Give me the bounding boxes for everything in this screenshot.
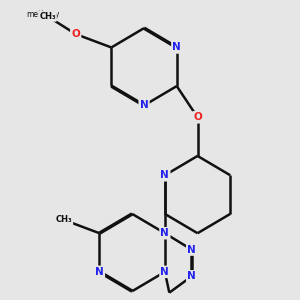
Text: O: O bbox=[193, 112, 202, 122]
Text: CH₃: CH₃ bbox=[39, 12, 56, 21]
Text: O: O bbox=[71, 29, 80, 39]
Text: methoxy: methoxy bbox=[26, 10, 60, 19]
Text: N: N bbox=[172, 43, 181, 52]
Text: CH₃: CH₃ bbox=[56, 215, 72, 224]
Text: N: N bbox=[160, 267, 169, 277]
Text: N: N bbox=[140, 100, 148, 110]
Text: N: N bbox=[160, 228, 169, 238]
Text: N: N bbox=[187, 244, 196, 255]
Text: N: N bbox=[160, 170, 169, 180]
Text: N: N bbox=[95, 267, 104, 277]
Text: N: N bbox=[187, 271, 196, 281]
